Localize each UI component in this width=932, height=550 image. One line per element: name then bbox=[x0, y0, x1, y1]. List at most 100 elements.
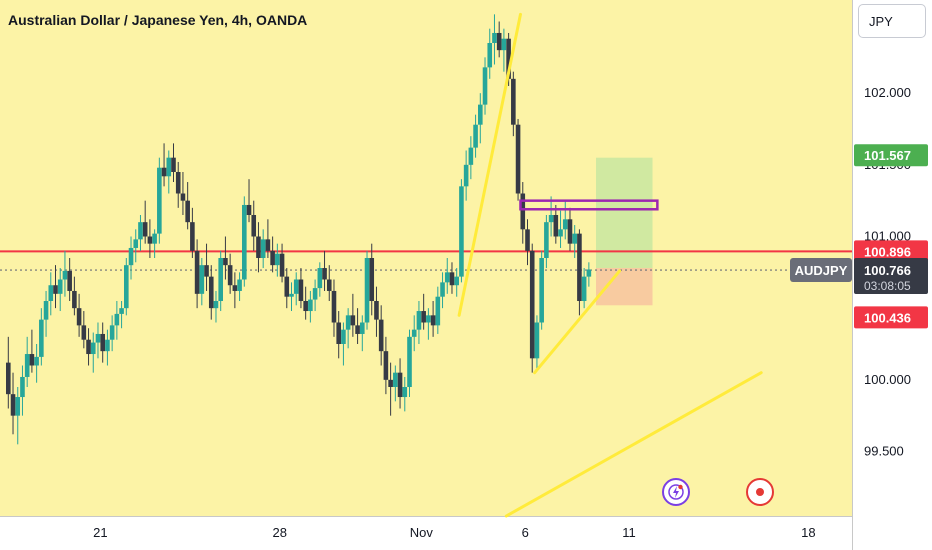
candle-body bbox=[411, 329, 417, 337]
candle-body bbox=[544, 222, 549, 258]
candle-body bbox=[161, 167, 167, 177]
candle-body bbox=[336, 322, 341, 344]
price-label: 100.896 bbox=[864, 244, 911, 259]
candle-body bbox=[81, 325, 87, 340]
candle-body bbox=[473, 124, 478, 148]
candle-body bbox=[152, 233, 157, 244]
candle-body bbox=[407, 336, 412, 387]
candle-body bbox=[223, 258, 228, 266]
price-label-bg bbox=[854, 240, 928, 263]
candle-body bbox=[421, 311, 426, 323]
currency-button[interactable]: JPY bbox=[858, 4, 926, 38]
candle-body bbox=[109, 325, 115, 340]
candle-body bbox=[10, 394, 16, 416]
candle-body bbox=[48, 285, 54, 301]
candle-body bbox=[279, 253, 285, 277]
candle-body bbox=[62, 270, 68, 280]
candle-body bbox=[397, 372, 403, 398]
symbol-label: AUDJPY bbox=[795, 263, 848, 278]
candle-body bbox=[468, 147, 474, 165]
candle-body bbox=[586, 269, 592, 277]
candle-body bbox=[553, 215, 559, 237]
candle-body bbox=[95, 333, 101, 343]
candle-body bbox=[492, 32, 497, 43]
candle-body bbox=[232, 285, 238, 291]
candle-body bbox=[364, 258, 370, 323]
candle-body bbox=[341, 329, 346, 344]
candle-body bbox=[374, 301, 379, 320]
candle-body bbox=[558, 229, 563, 237]
candle-body bbox=[124, 265, 129, 309]
candle-body bbox=[482, 67, 488, 105]
candle-body bbox=[242, 204, 247, 280]
candle-body bbox=[303, 301, 308, 312]
candle-body bbox=[501, 38, 507, 51]
x-tick-label: 11 bbox=[622, 525, 636, 540]
candle-body bbox=[100, 333, 105, 352]
price-label-bg bbox=[854, 144, 928, 167]
candle-body bbox=[185, 200, 190, 223]
candle-body bbox=[76, 308, 82, 326]
flash-icon-glyph bbox=[668, 484, 684, 500]
candle-body bbox=[539, 258, 544, 323]
flash-icon[interactable] bbox=[662, 478, 690, 506]
current-price-label: 100.766 bbox=[864, 263, 911, 278]
price-label: 100.436 bbox=[864, 310, 911, 325]
candle-body bbox=[515, 124, 521, 194]
y-tick-label: 102.000 bbox=[864, 85, 911, 100]
candle-body bbox=[147, 236, 153, 244]
candle-body bbox=[86, 339, 91, 355]
trendline bbox=[533, 269, 622, 375]
candle-body bbox=[525, 229, 530, 251]
candle-body bbox=[308, 299, 313, 312]
candle-body bbox=[57, 279, 63, 294]
candle-body bbox=[157, 167, 162, 234]
candle-body bbox=[180, 193, 186, 201]
candle-body bbox=[284, 276, 290, 297]
candle-body bbox=[388, 379, 393, 387]
candle-body bbox=[43, 301, 49, 320]
candle-body bbox=[426, 315, 431, 323]
candle-body bbox=[133, 239, 139, 248]
y-tick-label: 100.000 bbox=[864, 372, 911, 387]
candle-body bbox=[345, 315, 351, 330]
candle-body bbox=[72, 290, 77, 309]
candle-body bbox=[416, 311, 422, 330]
candle-body bbox=[317, 268, 323, 289]
candle-body bbox=[275, 253, 280, 266]
candle-body bbox=[194, 250, 200, 294]
candle-body bbox=[227, 265, 233, 286]
time-axis-background bbox=[0, 516, 852, 550]
candle-body bbox=[270, 250, 275, 266]
candle-body bbox=[20, 376, 25, 398]
chart-title: Australian Dollar / Japanese Yen, 4h, OA… bbox=[8, 12, 308, 28]
candle-body bbox=[251, 215, 257, 237]
record-icon[interactable] bbox=[746, 478, 774, 506]
candle-body bbox=[548, 215, 554, 223]
candle-body bbox=[369, 258, 375, 301]
candle-body bbox=[322, 268, 327, 280]
candle-body bbox=[350, 315, 356, 326]
candle-body bbox=[260, 239, 266, 258]
candle-body bbox=[355, 325, 360, 334]
candle-body bbox=[298, 279, 304, 301]
candle-body bbox=[506, 38, 511, 79]
candle-body bbox=[199, 265, 205, 294]
x-tick-label: Nov bbox=[410, 525, 434, 540]
candle-body bbox=[402, 387, 408, 398]
candle-body bbox=[572, 233, 577, 244]
candle-body bbox=[511, 78, 516, 125]
candle-body bbox=[24, 354, 30, 377]
candle-body bbox=[383, 351, 389, 380]
candle-body bbox=[360, 322, 365, 334]
candle-body bbox=[496, 32, 502, 51]
candle-body bbox=[567, 219, 573, 244]
candle-body bbox=[529, 250, 535, 359]
trendline bbox=[504, 371, 763, 518]
candle-body bbox=[534, 322, 540, 359]
candle-body bbox=[562, 219, 568, 230]
candle-body bbox=[581, 276, 587, 301]
candle-body bbox=[190, 222, 195, 251]
